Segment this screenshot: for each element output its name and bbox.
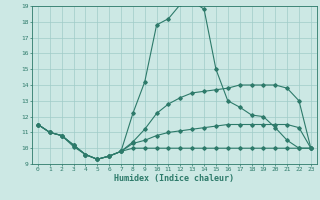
- X-axis label: Humidex (Indice chaleur): Humidex (Indice chaleur): [115, 174, 234, 183]
